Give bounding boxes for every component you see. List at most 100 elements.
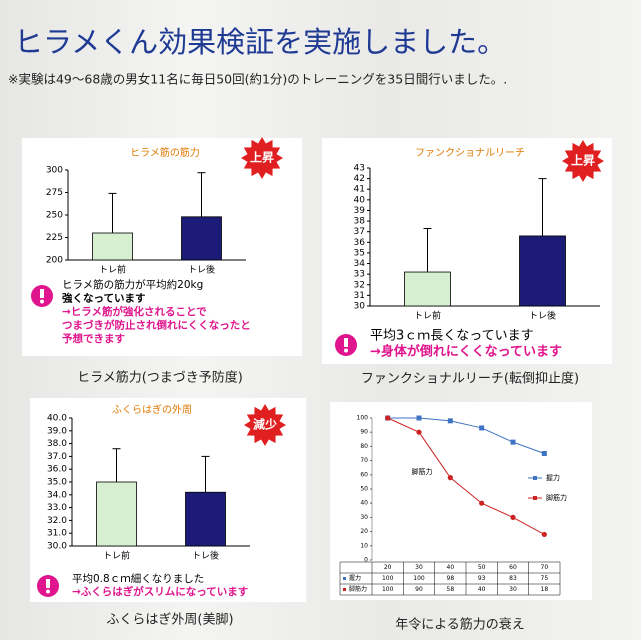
y-tick-label: 34 bbox=[354, 259, 366, 269]
point bbox=[541, 451, 547, 456]
table-cell: 75 bbox=[541, 575, 549, 582]
bar bbox=[181, 216, 222, 261]
caption: 年令による筋力の衰え bbox=[395, 617, 525, 633]
note: →身体が倒れにくくなっています bbox=[370, 344, 562, 360]
y-tick-label: 32.0 bbox=[47, 516, 67, 526]
note: →ヒラメ筋が強化されることで bbox=[62, 305, 207, 318]
page-title: ヒラメくん効果検証を実施しました。 bbox=[14, 25, 506, 59]
badge-burst bbox=[241, 137, 283, 179]
table-header: 60 bbox=[509, 564, 517, 571]
table-row-label: 握力 bbox=[349, 574, 361, 582]
x-tick-label: トレ後 bbox=[188, 264, 215, 276]
y-tick-label: 275 bbox=[46, 188, 63, 198]
table-cell: 93 bbox=[478, 575, 486, 582]
note: ヒラメ筋の筋力が平均約20kg bbox=[62, 278, 203, 291]
badge-label: 減少 bbox=[253, 417, 277, 432]
caption: ふくらはぎ外周(美脚) bbox=[106, 612, 233, 628]
table-cell: 100 bbox=[382, 575, 394, 582]
annotation: 脚筋力 bbox=[412, 467, 433, 476]
y-tick-label: 70 bbox=[360, 457, 368, 464]
y-tick-label: 42 bbox=[354, 174, 365, 184]
bar bbox=[519, 235, 566, 307]
panel bbox=[330, 402, 592, 600]
y-tick-label: 225 bbox=[46, 233, 63, 243]
series-line bbox=[387, 417, 545, 454]
caption: ヒラメ筋力(つまづき予防度) bbox=[77, 370, 243, 386]
y-tick-label: 31 bbox=[354, 291, 365, 301]
chart-title: ふくらはぎの外周 bbox=[112, 403, 192, 416]
y-tick-label: 10 bbox=[360, 542, 368, 549]
point bbox=[447, 475, 453, 481]
warning-icon-bar bbox=[344, 338, 348, 347]
y-tick-label: 39.0 bbox=[47, 426, 67, 436]
x-tick-label: トレ前 bbox=[414, 310, 441, 322]
y-tick-label: 35.0 bbox=[47, 478, 67, 488]
table-header: 20 bbox=[384, 564, 392, 571]
badge-label: 上昇 bbox=[250, 150, 274, 165]
legend-marker bbox=[533, 496, 537, 500]
table-marker bbox=[343, 577, 346, 580]
note: 平均3ｃｍ長くなっています bbox=[370, 329, 534, 344]
table-cell: 30 bbox=[509, 586, 517, 593]
table-cell: 58 bbox=[447, 586, 455, 593]
y-tick-label: 30.0 bbox=[47, 542, 67, 552]
table-row-label: 脚筋力 bbox=[349, 585, 367, 593]
page-subtitle: ※実験は49～68歳の男女11名に毎日50回(約1分)のトレーニングを35日間行… bbox=[8, 72, 507, 87]
panel bbox=[22, 138, 302, 356]
x-tick-label: トレ前 bbox=[99, 264, 126, 276]
badge-burst bbox=[562, 140, 604, 182]
note: →ふくらはぎがスリムになっています bbox=[72, 585, 248, 598]
table-cell: 90 bbox=[415, 586, 423, 593]
y-tick-label: 35 bbox=[354, 248, 365, 258]
y-tick-label: 37 bbox=[354, 227, 365, 237]
table-header: 40 bbox=[447, 564, 455, 571]
y-tick-label: 90 bbox=[360, 429, 368, 436]
table-cell: 100 bbox=[413, 575, 425, 582]
legend-marker bbox=[533, 476, 537, 480]
y-tick-label: 40 bbox=[360, 500, 368, 507]
chart-title: ファンクショナルリーチ bbox=[415, 147, 525, 159]
point bbox=[416, 415, 422, 421]
series-line bbox=[387, 417, 545, 535]
note: 予想できます bbox=[62, 332, 125, 345]
warning-icon-dot bbox=[40, 299, 44, 304]
x-tick-label: トレ前 bbox=[103, 550, 130, 562]
y-tick-label: 34.0 bbox=[47, 490, 67, 500]
y-tick-label: 50 bbox=[360, 486, 368, 493]
table-header: 70 bbox=[541, 564, 549, 571]
point bbox=[447, 418, 453, 424]
y-tick-label: 32 bbox=[354, 280, 365, 290]
chart-title: ヒラメ筋の筋力 bbox=[130, 146, 200, 159]
y-tick-label: 40.0 bbox=[47, 414, 67, 424]
table-cell: 83 bbox=[509, 575, 517, 582]
point bbox=[479, 500, 485, 506]
y-tick-label: 0 bbox=[364, 557, 368, 564]
warning-icon-dot bbox=[344, 348, 348, 353]
badge-label: 上昇 bbox=[571, 153, 595, 168]
y-tick-label: 41 bbox=[354, 185, 365, 195]
y-tick-label: 38 bbox=[354, 217, 366, 227]
y-tick-label: 60 bbox=[360, 471, 368, 478]
note: つまづきが防止され倒れにくくなったと bbox=[62, 319, 251, 332]
point bbox=[416, 429, 422, 435]
table-header: 50 bbox=[478, 564, 486, 571]
table-cell: 40 bbox=[478, 586, 486, 593]
badge-burst bbox=[244, 404, 286, 446]
note: 平均0.8ｃｍ細くなりました bbox=[72, 572, 204, 585]
table-cell: 18 bbox=[541, 586, 549, 593]
y-tick-label: 31.0 bbox=[47, 529, 67, 539]
point bbox=[510, 514, 516, 521]
y-tick-label: 33.0 bbox=[47, 503, 67, 513]
warning-icon-bar bbox=[46, 579, 50, 588]
y-tick-label: 300 bbox=[46, 166, 63, 176]
y-tick-label: 39 bbox=[354, 206, 366, 216]
y-tick-label: 30 bbox=[360, 514, 368, 521]
legend-label: 脚筋力 bbox=[546, 493, 567, 502]
x-tick-label: トレ後 bbox=[529, 310, 556, 322]
table-header: 30 bbox=[415, 564, 423, 571]
point bbox=[385, 415, 391, 421]
warning-icon-dot bbox=[46, 589, 50, 594]
bar bbox=[92, 232, 133, 261]
y-tick-label: 38.0 bbox=[47, 439, 67, 449]
